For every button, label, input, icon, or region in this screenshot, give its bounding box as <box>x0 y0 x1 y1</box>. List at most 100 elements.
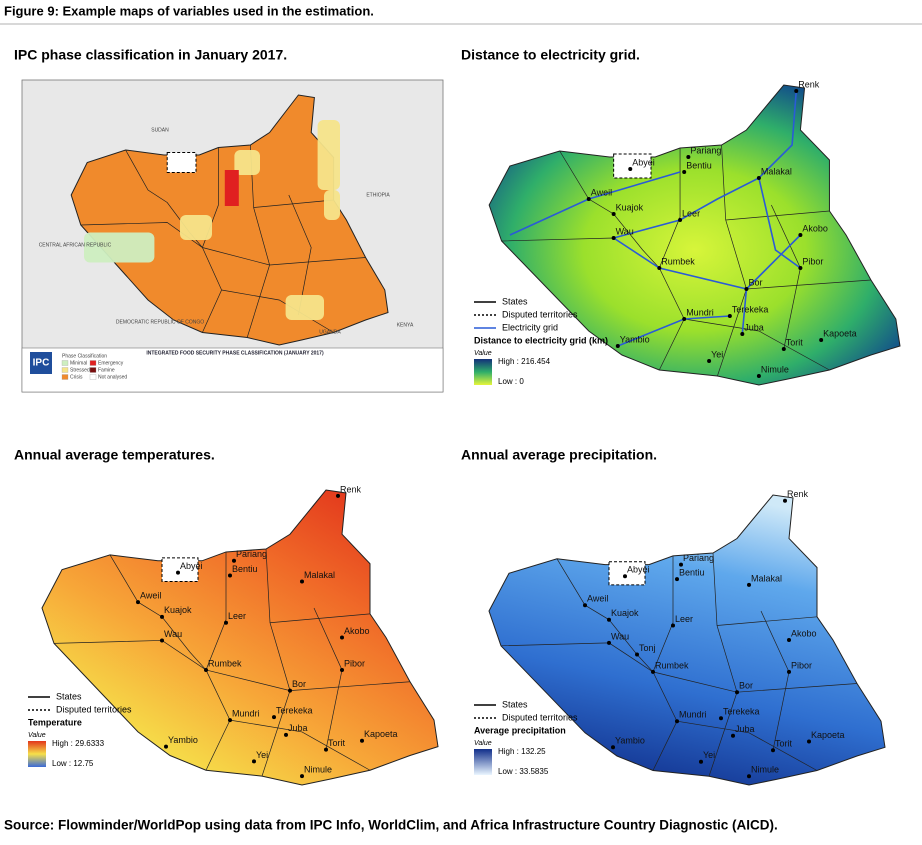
city-dot <box>682 317 687 321</box>
legend-high: High : 29.6333 <box>52 739 105 748</box>
city-dot <box>679 562 683 567</box>
city-dot <box>300 774 304 779</box>
legend-label: States <box>56 691 82 701</box>
city-label: Wau <box>611 631 629 641</box>
city-label: Terekeka <box>732 304 769 314</box>
phase-swatch <box>89 374 97 380</box>
legend-value-label: Value <box>474 740 492 747</box>
electricity-grid-line <box>758 177 801 269</box>
disputed-territory <box>608 561 646 586</box>
panel-title: IPC phase classification in January 2017… <box>14 47 287 63</box>
city-dot <box>756 176 761 180</box>
city-label: Malakal <box>304 570 335 580</box>
phase-label: Famine <box>98 367 115 373</box>
city-label: Bor <box>748 277 762 287</box>
city-label: Malakal <box>761 166 792 176</box>
state-boundary <box>80 222 366 266</box>
city-label: Aweil <box>587 594 608 604</box>
city-label: Abyei <box>632 157 655 167</box>
city-label: Akobo <box>802 223 828 233</box>
legend-label: Disputed territories <box>56 704 132 714</box>
phase-area <box>224 170 239 206</box>
city-dot <box>781 347 786 351</box>
city-dot <box>747 582 751 587</box>
legend-color-ramp <box>474 359 492 385</box>
state-boundary <box>717 144 747 377</box>
city-label: Yambio <box>168 735 198 745</box>
state-boundary <box>246 144 270 338</box>
city-label: Pibor <box>791 660 812 670</box>
legend-label: Disputed territories <box>502 712 578 722</box>
city-dot <box>675 577 679 582</box>
city-label: Bentiu <box>679 567 705 577</box>
city-label: Renk <box>798 79 820 89</box>
city-dot <box>160 614 164 619</box>
legend-low: Low : 33.5835 <box>498 767 549 776</box>
state-boundary <box>261 548 291 777</box>
phase-swatch <box>61 367 69 373</box>
city-dot <box>272 715 276 720</box>
city-label: Pibor <box>344 658 365 668</box>
city-label: Juba <box>288 723 308 733</box>
phase-area <box>317 120 340 190</box>
state-boundary <box>676 720 818 771</box>
phase-label: Not analysed <box>98 374 127 380</box>
city-label: Renk <box>787 489 809 499</box>
city-dot <box>682 170 687 174</box>
phase-label: Minimal <box>70 360 87 366</box>
city-dot <box>611 212 616 216</box>
legend-value-label: Value <box>474 350 492 357</box>
legend-high: High : 216.454 <box>498 357 551 366</box>
city-label: Rumbek <box>655 660 689 670</box>
city-dot <box>756 374 761 378</box>
city-label: Torit <box>786 337 804 347</box>
city-dot <box>611 236 616 240</box>
phase-area <box>285 295 324 320</box>
city-label: Kapoeta <box>364 729 398 739</box>
city-dot <box>336 493 340 498</box>
city-label: Pariang <box>690 145 721 155</box>
city-label: Kapoeta <box>811 730 845 740</box>
phase-swatch <box>61 374 69 380</box>
city-label: Tonj <box>639 643 656 653</box>
phase-label: Crisis <box>70 374 83 380</box>
city-dot <box>176 570 180 575</box>
phase-area <box>234 150 260 175</box>
city-label: Pariang <box>683 553 714 563</box>
city-label: Yei <box>711 349 723 359</box>
city-dot <box>607 640 611 645</box>
city-label: Malakal <box>751 573 782 583</box>
city-label: Wau <box>164 629 182 639</box>
city-dot <box>787 638 791 642</box>
city-dot <box>232 558 236 563</box>
state-boundary <box>716 616 818 626</box>
city-dot <box>735 690 739 695</box>
city-label: Bor <box>739 681 753 691</box>
city-label: Torit <box>328 738 346 748</box>
city-dot <box>252 759 256 764</box>
city-label: Kapoeta <box>823 328 857 338</box>
city-dot <box>671 623 675 628</box>
phase-swatch <box>89 360 97 366</box>
country-label: ETHIOPIA <box>366 192 390 198</box>
city-dot <box>707 359 712 363</box>
state-boundary <box>221 289 334 333</box>
legend-label: Electricity grid <box>502 322 558 332</box>
figure-title: Figure 9: Example maps of variables used… <box>4 3 374 18</box>
city-dot <box>300 579 304 584</box>
state-boundary <box>229 719 371 771</box>
city-dot <box>583 603 587 608</box>
legend-low: Low : 12.75 <box>52 759 94 768</box>
legend-label: States <box>502 296 528 306</box>
city-label: Leer <box>228 611 246 621</box>
city-label: Mundri <box>686 307 714 317</box>
city-label: Rumbek <box>661 256 695 266</box>
city-dot <box>204 667 208 672</box>
city-label: Juba <box>735 724 755 734</box>
city-label: Aweil <box>591 187 612 197</box>
city-dot <box>651 669 655 674</box>
city-dot <box>284 732 288 737</box>
city-label: Yambio <box>620 334 650 344</box>
phase-swatch <box>89 367 97 373</box>
